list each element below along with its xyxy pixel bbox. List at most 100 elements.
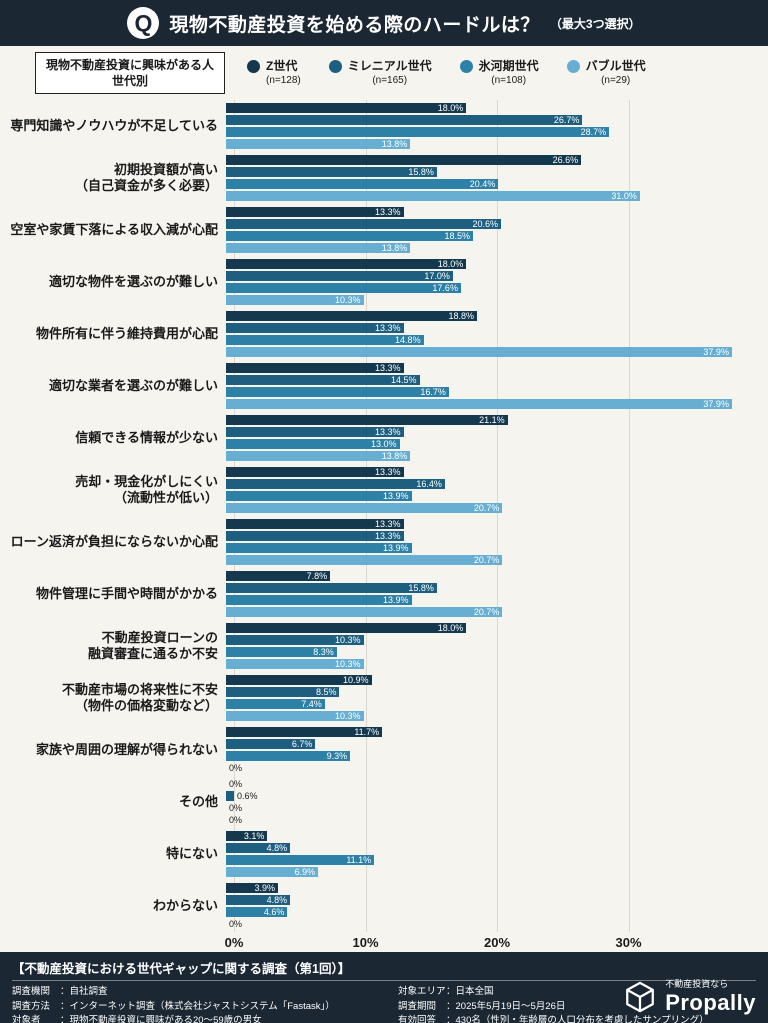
bar-value-label: 20.4% — [469, 179, 496, 189]
footer-info-label: 対象エリア — [398, 986, 446, 997]
bar-value-label: 6.9% — [294, 867, 316, 877]
category-bars: 18.8% 13.3% 14.8% 37.9% — [226, 308, 760, 360]
bar-series-2: 4.8% — [226, 895, 291, 905]
chart-row: ローン返済が負担にならないか心配 13.3% 13.3% 13.9% 20.7% — [0, 516, 768, 568]
legend-dot-icon — [328, 60, 342, 74]
bar-row: 16.4% — [226, 479, 760, 489]
footer-info-value: インターネット調査（株式会社ジャストシステム「Fastask」） — [69, 1000, 335, 1012]
bar-series-3: 4.6% — [226, 907, 288, 917]
footer-info-value: 430名（性別・年齢層の人口分布を考慮したサンプリング） — [455, 1015, 709, 1023]
footer-info-label: 対象者 — [12, 1015, 41, 1023]
legend-row: 現物不動産投資に興味がある人 世代別 Z世代 (n=128) ミレニアル世代 (n=1… — [0, 46, 768, 100]
chart-row: 信頼できる情報が少ない 21.1% 13.3% 13.0% 13.8% — [0, 412, 768, 464]
bar-value-label: 8.3% — [313, 647, 334, 657]
chart-rows: 専門知識やノウハウが不足している 18.0% 26.7% 28.7% 13.8% 初期投資… — [0, 100, 768, 932]
bar-row: 26.6% — [226, 155, 760, 165]
chart-row: 適切な業者を選ぶのが難しい 13.3% 14.5% 16.7% 37.9% — [0, 360, 768, 412]
bar-value-label: 10.3% — [334, 659, 361, 669]
bar-row: 13.3% — [226, 323, 760, 333]
category-label: 物件所有に伴う維持費用が心配 — [35, 325, 218, 341]
bar-row: 13.3% — [226, 207, 760, 217]
footer-info-separator: ： — [60, 986, 70, 997]
bar-row: 13.9% — [226, 595, 760, 605]
bar-row: 15.8% — [226, 167, 760, 177]
bar-series-1: 3.1% — [226, 831, 268, 841]
page-title: 現物不動産投資を始める際のハードルは？ — [169, 14, 540, 36]
bar-row: 28.7% — [226, 127, 760, 137]
bar-series-2 — [226, 791, 234, 801]
bar-row: 13.0% — [226, 439, 760, 449]
footer-info-label: 有効回答 — [398, 1015, 437, 1023]
category-label: 不動産投資ローンの 融資審査に通るか不安 — [87, 629, 218, 661]
bar-row: 4.8% — [226, 895, 760, 905]
footer-info-value: 自社調査 — [69, 986, 108, 997]
bar-series-4: 20.7% — [226, 503, 503, 513]
legend-series-name: バブル世代 — [585, 59, 646, 74]
bar-series-1: 7.8% — [226, 571, 331, 581]
bar-row: 20.7% — [226, 607, 760, 617]
footer-info-row: 調査機関 ：自社調査 — [12, 985, 384, 1000]
bar-row: 13.3% — [226, 363, 760, 373]
bar-row: 13.9% — [226, 491, 760, 501]
bar-series-3: 7.4% — [226, 699, 325, 709]
x-tick-label: 30% — [615, 935, 642, 950]
bar-value-label: 18.0% — [437, 103, 464, 113]
footer-info-separator: ： — [446, 986, 456, 997]
category-bars: 7.8% 15.8% 13.9% 20.7% — [226, 568, 760, 620]
bar-value-label: 20.7% — [473, 555, 500, 565]
bar-value-label: 11.1% — [346, 855, 372, 865]
bar-series-4: 10.3% — [226, 659, 364, 669]
chart-row: 初期投資額が高い （自己資金が多く必要） 26.6% 15.8% 20.4% 31.0% — [0, 152, 768, 204]
chart-row: その他 0% 0.6% 0% 0% — [0, 776, 768, 828]
legend-item: ミレニアル世代 (n=165) — [328, 59, 432, 86]
bar-row: 37.9% — [226, 347, 760, 357]
bar-row: 4.8% — [226, 843, 760, 853]
footer-info-label: 調査期間 — [398, 1000, 437, 1012]
survey-title: 【不動産投資における世代ギャップに関する調査（第1回）】 — [12, 958, 756, 981]
bar-value-label: 4.6% — [263, 907, 285, 917]
category-bars: 11.7% 6.7% 9.3% 0% — [226, 724, 760, 776]
bar-series-1: 3.9% — [226, 883, 279, 893]
bar-series-3: 13.9% — [226, 491, 412, 501]
bar-series-3: 17.6% — [226, 283, 461, 293]
bar-value-label: 17.0% — [424, 271, 450, 281]
bar-series-4: 20.7% — [226, 607, 503, 617]
bar-row: 0.6% — [226, 791, 760, 801]
footer-info-value: 日本全国 — [455, 986, 494, 997]
bar-row: 16.7% — [226, 387, 760, 397]
bar-row: 0% — [226, 919, 760, 929]
category-bars: 0% 0.6% 0% 0% — [226, 776, 760, 828]
category-bars: 10.9% 8.5% 7.4% 10.3% — [226, 672, 760, 724]
category-label: ローン返済が負担にならないか心配 — [10, 533, 218, 549]
bar-series-2: 13.3% — [226, 323, 404, 333]
bar-series-3: 9.3% — [226, 751, 351, 761]
bar-value-label: 0% — [229, 803, 243, 813]
bar-row: 18.0% — [226, 259, 760, 269]
bar-row: 8.5% — [226, 687, 760, 697]
bar-series-3: 13.9% — [226, 543, 412, 553]
bar-row: 14.8% — [226, 335, 760, 345]
bar-row: 10.9% — [226, 675, 760, 685]
bar-row: 37.9% — [226, 399, 760, 409]
bar-value-label: 3.9% — [254, 883, 276, 893]
bar-series-1: 11.7% — [226, 727, 383, 737]
bar-row: 7.4% — [226, 699, 760, 709]
legend-text: 氷河期世代 (n=108) — [479, 59, 539, 86]
bar-row: 0% — [226, 815, 760, 825]
bar-value-label: 14.5% — [391, 375, 417, 385]
bar-value-label: 18.0% — [437, 623, 464, 633]
bar-series-4: 31.0% — [226, 191, 640, 201]
bar-series-4: 10.3% — [226, 295, 364, 305]
bar-row: 18.8% — [226, 311, 760, 321]
footer-info-row: 有効回答 ：430名（性別・年齢層の人口分布を考慮したサンプリング） — [398, 1014, 709, 1023]
bar-series-2: 16.4% — [226, 479, 445, 489]
bar-value-label: 0.6% — [237, 791, 258, 801]
bar-row: 13.3% — [226, 427, 760, 437]
bar-row: 26.7% — [226, 115, 760, 125]
bar-value-label: 13.8% — [381, 243, 408, 253]
bar-value-label: 13.3% — [375, 323, 401, 333]
bar-series-2: 15.8% — [226, 583, 437, 593]
category-label: その他 — [178, 793, 218, 809]
survey-info: 調査機関 ：自社調査 調査方法 ：インターネット調査（株式会社ジャストシステム「Fas… — [12, 985, 756, 1023]
